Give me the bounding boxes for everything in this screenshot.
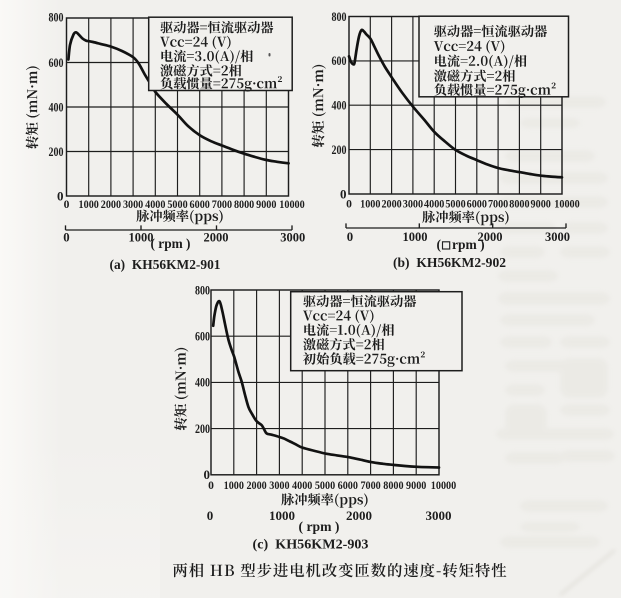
svg-text:600: 600 <box>195 329 210 344</box>
svg-text:2000: 2000 <box>101 198 121 211</box>
svg-text:400: 400 <box>332 98 347 113</box>
svg-text:8000: 8000 <box>383 479 403 492</box>
svg-text:4000: 4000 <box>292 479 312 492</box>
svg-text:200: 200 <box>49 144 64 159</box>
svg-text:0: 0 <box>208 479 214 492</box>
svg-text:7000: 7000 <box>488 198 508 211</box>
svg-text:2000: 2000 <box>381 198 401 211</box>
svg-text:8000: 8000 <box>234 198 254 211</box>
svg-text:0: 0 <box>347 230 353 244</box>
svg-text:4000: 4000 <box>424 198 444 211</box>
svg-text:1000: 1000 <box>129 231 154 245</box>
svg-text:5000: 5000 <box>445 198 465 211</box>
svg-text:1000: 1000 <box>269 508 295 523</box>
svg-text:800: 800 <box>195 283 210 298</box>
svg-text:6000: 6000 <box>190 198 210 211</box>
svg-text:(b) KH56KM2-902: (b) KH56KM2-902 <box>393 256 506 271</box>
svg-text:3000: 3000 <box>426 508 452 523</box>
svg-text:6000: 6000 <box>338 479 358 492</box>
svg-text:400: 400 <box>49 99 64 114</box>
svg-text:0: 0 <box>346 198 352 211</box>
svg-text:3000: 3000 <box>545 230 570 244</box>
svg-text:200: 200 <box>195 421 210 436</box>
svg-text:10000: 10000 <box>554 198 580 211</box>
svg-text:0: 0 <box>204 467 211 482</box>
svg-text:(c) KH56KM2-903: (c) KH56KM2-903 <box>253 538 369 553</box>
svg-text:9000: 9000 <box>531 198 551 211</box>
svg-text:0: 0 <box>207 508 214 523</box>
svg-text:( rpm ): ( rpm ) <box>151 236 191 251</box>
svg-text:2000: 2000 <box>204 231 229 245</box>
svg-text:6000: 6000 <box>467 198 487 211</box>
svg-text:7000: 7000 <box>212 198 232 211</box>
svg-text:10000: 10000 <box>279 198 305 211</box>
svg-text:7000: 7000 <box>360 479 380 492</box>
svg-text:4000: 4000 <box>145 198 165 211</box>
svg-text:1000: 1000 <box>403 230 428 244</box>
svg-text:0: 0 <box>340 186 347 201</box>
svg-text:2000: 2000 <box>478 230 503 244</box>
svg-text:200: 200 <box>332 142 347 157</box>
svg-text:800: 800 <box>49 10 64 25</box>
svg-text:2000: 2000 <box>346 508 372 523</box>
svg-text:3000: 3000 <box>123 198 143 211</box>
svg-text:10000: 10000 <box>431 479 457 492</box>
svg-text:3000: 3000 <box>269 479 289 492</box>
svg-text:5000: 5000 <box>315 479 335 492</box>
svg-text:2000: 2000 <box>246 479 266 492</box>
svg-text:400: 400 <box>195 375 210 390</box>
svg-text:9000: 9000 <box>406 479 426 492</box>
svg-text:600: 600 <box>49 55 64 70</box>
svg-text:600: 600 <box>332 53 347 68</box>
svg-text:0: 0 <box>64 198 70 211</box>
svg-text:1000: 1000 <box>79 198 99 211</box>
svg-text:9000: 9000 <box>256 198 276 211</box>
svg-text:( rpm ): ( rpm ) <box>299 519 340 534</box>
svg-text:1000: 1000 <box>360 198 380 211</box>
svg-text:0: 0 <box>57 188 64 203</box>
svg-text:(a) KH56KM2-901: (a) KH56KM2-901 <box>110 258 221 273</box>
svg-text:800: 800 <box>332 9 347 24</box>
svg-text:0: 0 <box>63 231 69 245</box>
svg-text:1000: 1000 <box>224 479 244 492</box>
svg-text:(: ( <box>437 237 442 252</box>
svg-text:8000: 8000 <box>509 198 529 211</box>
svg-text:3000: 3000 <box>280 231 305 245</box>
svg-text:rpm ): rpm ) <box>452 237 485 252</box>
svg-text:5000: 5000 <box>167 198 187 211</box>
svg-text:3000: 3000 <box>403 198 423 211</box>
